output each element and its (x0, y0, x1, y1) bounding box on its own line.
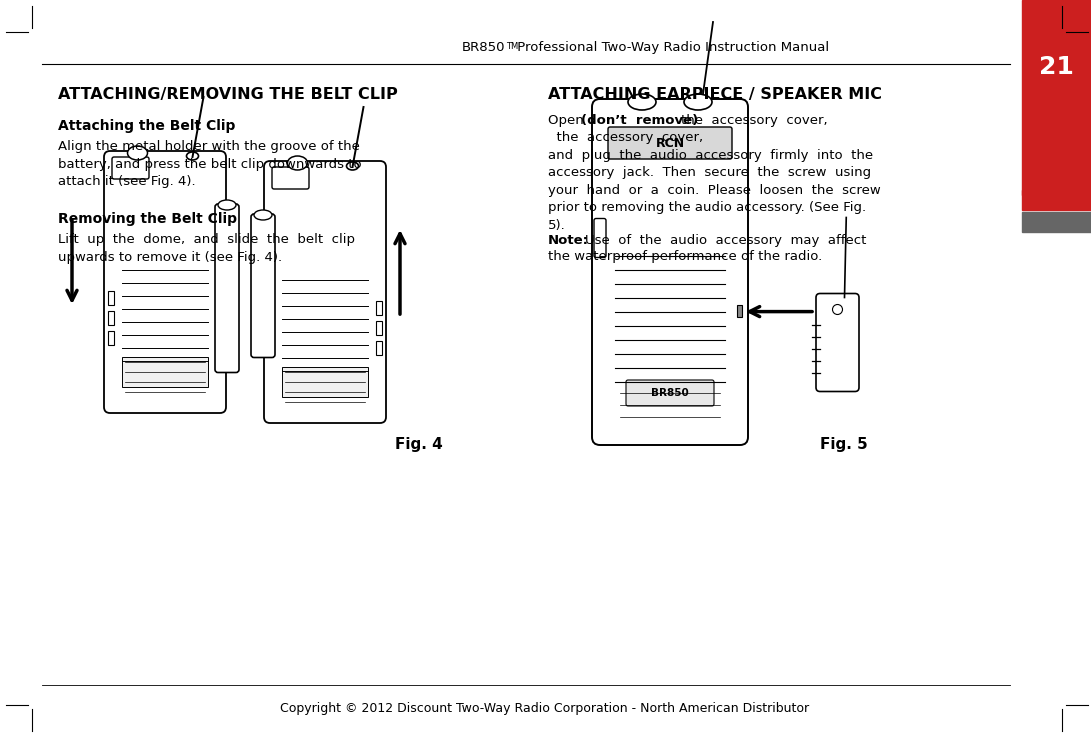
Text: the  accessory  cover,: the accessory cover, (681, 114, 828, 127)
Ellipse shape (254, 210, 272, 220)
Circle shape (832, 304, 842, 315)
Bar (1022, 0, 1091, 195)
Text: Lift  up  the  dome,  and  slide  the  belt  clip
upwards to remove it (see Fig.: Lift up the dome, and slide the belt cli… (58, 233, 355, 264)
Text: ATTACHING/REMOVING THE BELT CLIP: ATTACHING/REMOVING THE BELT CLIP (58, 87, 398, 102)
FancyBboxPatch shape (816, 293, 859, 391)
Bar (108, 310, 113, 324)
Bar (122, 357, 208, 387)
Text: the  accessory  cover,
and  plug  the  audio  accessory  firmly  into  the
acces: the accessory cover, and plug the audio … (548, 131, 880, 231)
Text: ATTACHING EARPIECE / SPEAKER MIC: ATTACHING EARPIECE / SPEAKER MIC (548, 87, 882, 102)
Text: BR850: BR850 (651, 388, 688, 398)
FancyBboxPatch shape (264, 161, 386, 423)
Bar (108, 290, 113, 304)
Text: Professional Two-Way Radio Instruction Manual: Professional Two-Way Radio Instruction M… (513, 41, 829, 54)
FancyBboxPatch shape (272, 167, 309, 189)
Ellipse shape (684, 94, 712, 110)
Text: Copyright © 2012 Discount Two-Way Radio Corporation - North American Distributor: Copyright © 2012 Discount Two-Way Radio … (280, 702, 810, 715)
FancyBboxPatch shape (594, 218, 606, 257)
Text: Attaching the Belt Clip: Attaching the Belt Clip (58, 119, 236, 133)
FancyBboxPatch shape (215, 204, 239, 372)
Text: BR850: BR850 (461, 41, 505, 54)
Ellipse shape (187, 152, 199, 160)
FancyBboxPatch shape (251, 214, 275, 357)
Text: Open: Open (548, 114, 588, 127)
Ellipse shape (288, 156, 308, 170)
Bar (281, 367, 368, 397)
Ellipse shape (218, 200, 236, 210)
Text: TM: TM (506, 42, 518, 51)
FancyBboxPatch shape (112, 157, 149, 179)
Text: Removing the Belt Clip: Removing the Belt Clip (58, 212, 237, 226)
Text: Fig. 5: Fig. 5 (820, 437, 867, 452)
Bar (738, 304, 742, 317)
Ellipse shape (347, 162, 359, 170)
FancyBboxPatch shape (608, 127, 732, 159)
Text: Use  of  the  audio  accessory  may  affect: Use of the audio accessory may affect (585, 234, 866, 247)
Text: RCN: RCN (656, 136, 684, 150)
Text: Align the metal holder with the groove of the
battery, and press the belt clip d: Align the metal holder with the groove o… (58, 140, 361, 188)
Ellipse shape (128, 146, 147, 160)
Text: Fig. 4: Fig. 4 (395, 437, 443, 452)
Text: the waterproof performance of the radio.: the waterproof performance of the radio. (548, 250, 823, 263)
Bar (376, 301, 382, 315)
Ellipse shape (628, 94, 656, 110)
Bar (376, 340, 382, 354)
FancyBboxPatch shape (592, 99, 748, 445)
FancyBboxPatch shape (104, 151, 226, 413)
Text: (don’t  remove): (don’t remove) (582, 114, 698, 127)
Bar (1022, 212, 1091, 232)
Bar (376, 321, 382, 335)
Text: Note:: Note: (548, 234, 589, 247)
Bar (1022, 190, 1091, 210)
FancyBboxPatch shape (626, 380, 714, 406)
Bar (108, 330, 113, 344)
Text: 21: 21 (1039, 55, 1074, 79)
